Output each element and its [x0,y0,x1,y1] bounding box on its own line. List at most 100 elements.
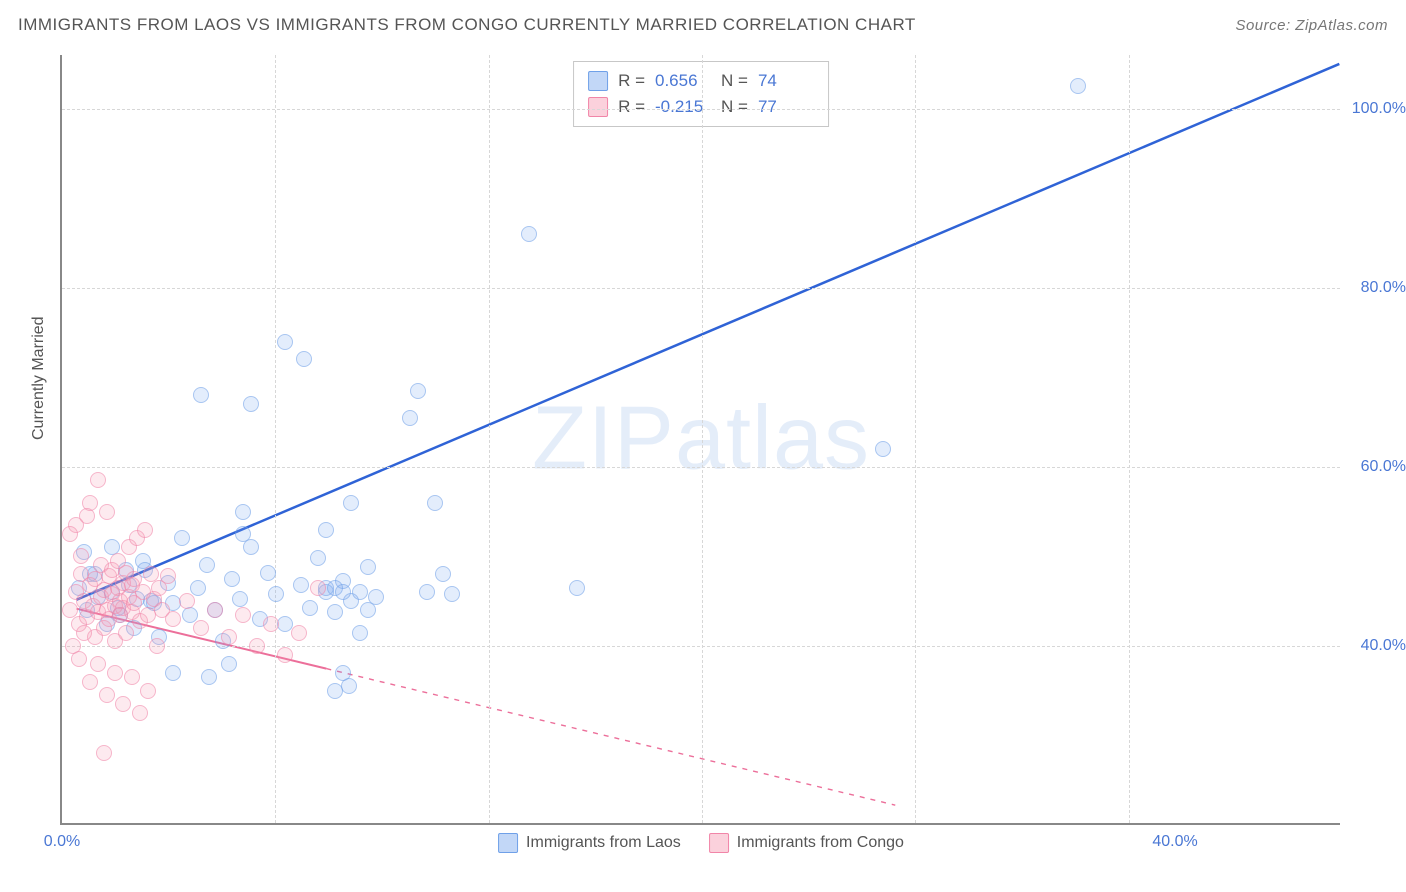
data-point-laos [243,396,259,412]
source-label: Source: ZipAtlas.com [1235,17,1388,34]
data-point-congo [62,526,78,542]
gridline-vertical [915,55,916,823]
gridline-horizontal [62,109,1340,110]
gridline-horizontal [62,288,1340,289]
data-point-laos [327,604,343,620]
legend-row-congo: R =-0.215N =77 [588,94,814,120]
data-point-congo [249,638,265,654]
data-point-congo [124,669,140,685]
data-point-congo [107,665,123,681]
data-point-laos [268,586,284,602]
data-point-laos [293,577,309,593]
legend-n-label: N = [721,68,748,94]
data-point-laos [260,565,276,581]
legend-n-label: N = [721,94,748,120]
legend-swatch-laos [588,71,608,91]
watermark-bold: ZIP [532,389,675,489]
data-point-congo [160,568,176,584]
data-point-laos [243,539,259,555]
legend-label-laos: Immigrants from Laos [526,834,681,852]
data-point-congo [179,593,195,609]
data-point-laos [569,580,585,596]
data-point-congo [90,656,106,672]
data-point-laos [352,625,368,641]
data-point-congo [235,607,251,623]
data-point-congo [90,472,106,488]
data-point-laos [327,683,343,699]
title-bar: IMMIGRANTS FROM LAOS VS IMMIGRANTS FROM … [18,15,1388,35]
data-point-laos [335,584,351,600]
data-point-congo [263,616,279,632]
data-point-congo [221,629,237,645]
data-point-laos [221,656,237,672]
y-tick-label: 80.0% [1361,279,1406,297]
watermark: ZIPatlas [532,388,870,491]
data-point-laos [1070,78,1086,94]
data-point-laos [302,600,318,616]
legend-item-laos: Immigrants from Laos [498,833,681,853]
data-point-congo [140,683,156,699]
gridline-vertical [1129,55,1130,823]
legend-r-label: R = [618,68,645,94]
y-tick-label: 40.0% [1361,637,1406,655]
data-point-congo [71,651,87,667]
data-point-laos [199,557,215,573]
data-point-congo [115,696,131,712]
data-point-laos [174,530,190,546]
legend-item-congo: Immigrants from Congo [709,833,904,853]
data-point-laos [335,665,351,681]
data-point-laos [232,591,248,607]
data-point-laos [165,665,181,681]
data-point-laos [224,571,240,587]
y-tick-label: 100.0% [1352,100,1406,118]
data-point-congo [207,602,223,618]
trend-lines-svg [62,55,1340,823]
data-point-laos [201,669,217,685]
legend-swatch-congo [588,97,608,117]
data-point-laos [235,526,251,542]
gridline-vertical [702,55,703,823]
data-point-laos [521,226,537,242]
data-point-congo [132,705,148,721]
legend-label-congo: Immigrants from Congo [737,834,904,852]
trend-line-extrapolated-congo [326,669,895,806]
data-point-laos [410,383,426,399]
x-tick-label: 40.0% [1152,833,1197,851]
watermark-light: atlas [675,389,870,489]
data-point-congo [291,625,307,641]
legend-n-value-congo: 77 [758,94,814,120]
data-point-congo [118,625,134,641]
data-point-laos [419,584,435,600]
data-point-laos [360,559,376,575]
trend-line-laos [77,64,1340,600]
legend-r-label: R = [618,94,645,120]
data-point-laos [352,584,368,600]
legend-n-value-laos: 74 [758,68,814,94]
data-point-laos [296,351,312,367]
data-point-congo [76,625,92,641]
x-tick-label: 0.0% [44,833,80,851]
gridline-horizontal [62,467,1340,468]
data-point-congo [96,745,112,761]
gridline-vertical [275,55,276,823]
data-point-congo [193,620,209,636]
data-point-laos [310,550,326,566]
y-axis-label: Currently Married [30,316,48,440]
data-point-congo [82,674,98,690]
data-point-congo [149,638,165,654]
data-point-laos [444,586,460,602]
data-point-laos [190,580,206,596]
legend-swatch-congo [709,833,729,853]
data-point-laos [235,504,251,520]
correlation-legend: R =0.656N =74R =-0.215N =77 [573,61,829,127]
data-point-congo [79,508,95,524]
data-point-congo [73,548,89,564]
legend-swatch-laos [498,833,518,853]
data-point-laos [435,566,451,582]
data-point-laos [875,441,891,457]
gridline-vertical [489,55,490,823]
series-legend: Immigrants from Laos Immigrants from Cong… [498,833,904,853]
chart-title: IMMIGRANTS FROM LAOS VS IMMIGRANTS FROM … [18,15,916,35]
data-point-laos [277,334,293,350]
data-point-laos [360,602,376,618]
